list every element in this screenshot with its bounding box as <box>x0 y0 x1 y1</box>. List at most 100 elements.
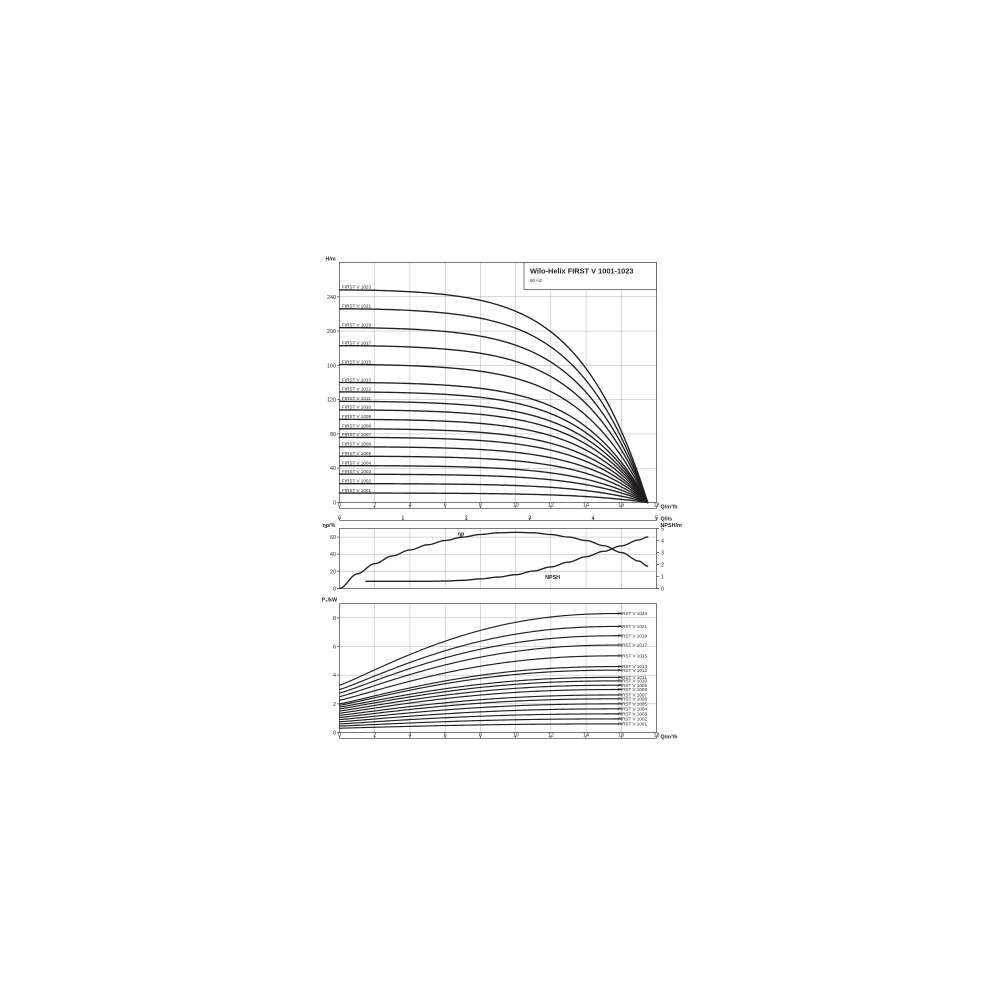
y-tick-label-efficiency: 40 <box>330 552 336 558</box>
power-curve-label: FIRST V 1011 <box>618 675 647 680</box>
x-tick-label-secondary: 1 <box>401 515 404 521</box>
efficiency-curve <box>338 531 649 590</box>
x-tick-label-power: 18 <box>654 733 660 739</box>
power-curve-label: FIRST V 1021 <box>618 624 647 629</box>
y-tick-label-npsh: 0 <box>661 587 664 593</box>
y-tick-label: 240 <box>327 295 336 301</box>
head-curve <box>338 428 649 504</box>
y-tick-label: 80 <box>330 432 336 438</box>
efficiency-npsh-gridlines <box>339 528 657 589</box>
power-curve <box>338 718 622 727</box>
power-chart: 0 2 4 6 8 P₂/kW 0 2 4 6 8 10 12 14 16 18 Q/m³/h FIRST V 1… <box>322 598 678 741</box>
x-tick-label: 16 <box>618 503 624 509</box>
power-curve-label: FIRST V 1002 <box>618 716 647 721</box>
y-tick-label-power: 4 <box>333 673 336 679</box>
x-tick-label-power: 16 <box>618 733 624 739</box>
x-axis-title-ls: Q/l/s <box>661 517 673 523</box>
y-tick-label: 40 <box>330 466 336 472</box>
power-curve-label: FIRST V 1007 <box>618 693 647 698</box>
y-axis-title-npsh: NPSH/m <box>661 523 682 529</box>
head-curve-label: FIRST V 1010 <box>342 405 371 410</box>
efficiency-curve-label: ηp <box>458 531 465 537</box>
npsh-curve-label: NPSH <box>545 575 560 581</box>
power-curve-labels: FIRST V 1023 FIRST V 1021 FIRST V 1019 FIRS… <box>616 611 647 727</box>
power-curve-label: FIRST V 1003 <box>618 711 647 716</box>
head-flow-curves <box>338 289 649 504</box>
power-curve-label: FIRST V 1019 <box>618 633 647 638</box>
x-tick-label: 14 <box>583 503 589 509</box>
head-curve-label: FIRST V 1002 <box>342 478 371 483</box>
power-curve-label: FIRST V 1009 <box>618 683 647 688</box>
head-curve-label: FIRST V 1004 <box>342 460 371 465</box>
power-curve-label: FIRST V 1008 <box>618 687 647 692</box>
power-curve-label: FIRST V 1010 <box>618 679 647 684</box>
head-curve-label: FIRST V 1003 <box>342 469 371 474</box>
head-curve <box>338 400 649 504</box>
head-curve-label: FIRST V 1015 <box>342 359 371 364</box>
power-axis-labels: 0 2 4 6 8 P₂/kW <box>322 598 340 737</box>
power-curve <box>338 684 622 712</box>
x-axis-title-power: Q/m³/h <box>661 735 678 741</box>
chart-subtitle: 50 Hz <box>530 278 543 283</box>
y-tick-label-power: 8 <box>333 616 336 622</box>
y-tick-label: 120 <box>327 398 336 404</box>
power-curve-label: FIRST V 1001 <box>618 722 647 727</box>
head-curve-label: FIRST V 1012 <box>342 387 371 392</box>
x-tick-label-power: 14 <box>583 733 589 739</box>
power-curves <box>338 612 622 729</box>
power-curve <box>338 676 622 708</box>
head-curve <box>338 482 649 504</box>
y-axis-title-power: P₂/kW <box>322 598 338 604</box>
head-curve <box>338 363 649 504</box>
x-tick-label-power: 2 <box>373 733 376 739</box>
power-curve-label: FIRST V 1023 <box>618 611 647 616</box>
head-curve-label: FIRST V 1001 <box>342 488 371 493</box>
head-curve-label: FIRST V 1019 <box>342 322 371 327</box>
x-tick-label: 10 <box>513 503 519 509</box>
head-flow-axis-labels: 0 40 80 120 160 200 240 H/m <box>326 257 340 507</box>
head-curve <box>338 492 649 504</box>
power-curve <box>338 625 622 691</box>
efficiency-axis-labels: 0 20 40 60 ηp/% <box>323 523 340 593</box>
x-tick-label-power: 4 <box>408 733 411 739</box>
efficiency-npsh-plot-frame <box>339 528 657 589</box>
x-tick-label-secondary: 2 <box>465 515 468 521</box>
power-plot-frame <box>339 603 657 733</box>
power-curve-label: FIRST V 1013 <box>618 664 647 669</box>
power-curve <box>338 644 622 698</box>
y-tick-label-power: 0 <box>333 731 336 737</box>
power-curve <box>338 612 622 686</box>
y-tick-label-power: 6 <box>333 645 336 651</box>
power-curve <box>338 655 622 701</box>
power-curve <box>338 708 622 723</box>
power-curve <box>338 635 622 694</box>
x-tick-label-secondary: 3 <box>528 515 531 521</box>
power-curve-label: FIRST V 1015 <box>618 653 647 658</box>
power-curve-label: FIRST V 1004 <box>618 706 647 711</box>
y-tick-label-npsh: 5 <box>661 527 664 533</box>
y-tick-label-npsh: 4 <box>661 539 664 545</box>
x-tick-label: 2 <box>373 503 376 509</box>
power-curve <box>338 669 622 706</box>
head-flow-curve-labels: FIRST V 1023 FIRST V 1021 FIRST V 1019 FIRS… <box>341 285 376 494</box>
y-tick-label-efficiency: 0 <box>333 587 336 593</box>
head-curve-label: FIRST V 1008 <box>342 424 371 429</box>
y-tick-label-npsh: 1 <box>661 575 664 581</box>
power-curve <box>338 680 622 710</box>
head-curve <box>338 391 649 504</box>
y-tick-label: 200 <box>327 329 336 335</box>
power-curve-label: FIRST V 1006 <box>618 696 647 701</box>
head-curve <box>338 326 649 504</box>
head-curve <box>338 289 649 504</box>
x-tick-label-power: 6 <box>444 733 447 739</box>
x-tick-label-power: 8 <box>479 733 482 739</box>
head-curve <box>338 473 649 504</box>
head-curve <box>338 436 649 504</box>
y-tick-label-npsh: 2 <box>661 563 664 569</box>
head-curve <box>338 418 649 504</box>
power-curve <box>338 694 622 716</box>
